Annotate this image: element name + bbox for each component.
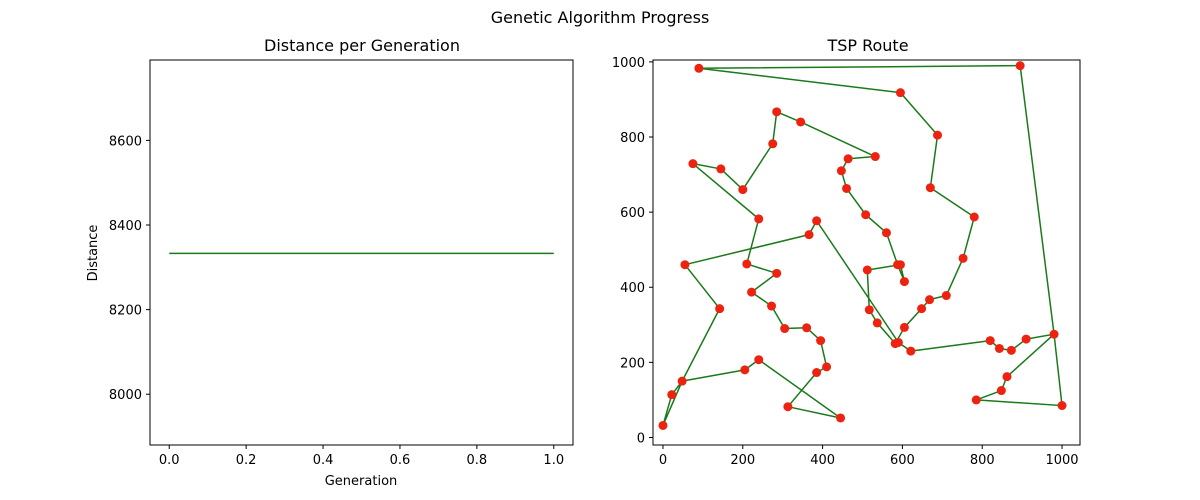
tsp-city-point xyxy=(688,159,698,169)
tsp-city-point xyxy=(715,304,725,314)
tsp-city-point xyxy=(796,117,806,127)
distance-x-tick-label: 0.2 xyxy=(236,453,257,468)
distance-x-tick-label: 0.0 xyxy=(159,453,180,468)
tsp-city-point xyxy=(716,164,726,174)
tsp-x-tick-label: 1000 xyxy=(1045,453,1078,468)
tsp-x-tick-label: 800 xyxy=(970,453,995,468)
tsp-y-ticks: 0 200 400 600 800 1000 xyxy=(612,56,653,446)
distance-y-tick-label: 8400 xyxy=(109,219,142,234)
tsp-city-point xyxy=(895,88,905,98)
tsp-y-tick-label: 800 xyxy=(620,131,645,146)
tsp-city-point xyxy=(899,322,909,332)
tsp-city-point xyxy=(742,259,752,269)
distance-y-ticks: 8000 8200 8400 8600 xyxy=(109,134,150,403)
tsp-city-point xyxy=(1006,345,1016,355)
tsp-route-chart: TSP Route 0 200 400 600 800 1000 0 200 400 600 80… xyxy=(612,36,1081,468)
tsp-x-tick-label: 0 xyxy=(659,453,667,468)
tsp-y-tick-label: 0 xyxy=(637,431,645,446)
tsp-y-tick-label: 1000 xyxy=(612,56,645,71)
tsp-city-point xyxy=(1002,372,1012,382)
tsp-city-point xyxy=(958,253,968,263)
tsp-city-point xyxy=(816,336,826,346)
tsp-y-tick-label: 400 xyxy=(620,281,645,296)
distance-chart: Distance per Generation 0.0 0.2 0.4 0.6 0.8 1… xyxy=(86,36,574,489)
tsp-city-point xyxy=(941,291,951,301)
tsp-x-tick-label: 200 xyxy=(730,453,755,468)
tsp-city-point xyxy=(694,63,704,73)
distance-x-tick-label: 0.6 xyxy=(390,453,411,468)
tsp-city-point xyxy=(996,386,1006,396)
distance-y-tick-label: 8600 xyxy=(109,134,142,149)
tsp-city-point xyxy=(969,212,979,222)
distance-y-tick-label: 8000 xyxy=(109,388,142,403)
tsp-city-point xyxy=(680,260,690,270)
distance-y-tick-label: 8200 xyxy=(109,304,142,319)
distance-x-ticks: 0.0 0.2 0.4 0.6 0.8 1.0 xyxy=(159,445,564,468)
tsp-city-point xyxy=(843,154,853,164)
distance-x-tick-label: 1.0 xyxy=(543,453,564,468)
tsp-city-point xyxy=(740,365,750,375)
tsp-city-point xyxy=(925,295,935,305)
tsp-city-point xyxy=(738,185,748,195)
tsp-y-tick-label: 600 xyxy=(620,206,645,221)
tsp-city-point xyxy=(802,323,812,333)
tsp-city-point xyxy=(933,130,943,140)
tsp-city-point xyxy=(780,324,790,334)
tsp-city-point xyxy=(783,402,793,412)
tsp-city-point xyxy=(861,210,871,220)
tsp-city-point xyxy=(870,152,880,162)
tsp-city-point xyxy=(842,183,852,193)
tsp-city-point xyxy=(971,395,981,405)
distance-chart-frame xyxy=(149,59,574,446)
tsp-city-point xyxy=(667,390,677,400)
tsp-city-point xyxy=(1049,329,1059,339)
distance-chart-title: Distance per Generation xyxy=(264,36,460,55)
tsp-city-point xyxy=(822,362,832,372)
tsp-city-point xyxy=(925,183,935,193)
tsp-x-tick-label: 400 xyxy=(810,453,835,468)
tsp-city-point xyxy=(881,228,891,238)
tsp-city-point xyxy=(677,376,687,386)
tsp-city-point xyxy=(754,214,764,224)
tsp-city-point xyxy=(812,216,822,226)
tsp-city-point xyxy=(836,413,846,423)
distance-x-tick-label: 0.8 xyxy=(467,453,488,468)
tsp-city-point xyxy=(1021,334,1031,344)
tsp-route-layer xyxy=(658,61,1067,430)
tsp-city-point xyxy=(747,287,757,297)
tsp-city-point xyxy=(836,166,846,176)
tsp-city-point xyxy=(658,420,668,430)
tsp-route-chart-title: TSP Route xyxy=(826,36,908,55)
tsp-city-point xyxy=(890,339,900,349)
tsp-city-point xyxy=(1015,61,1025,71)
tsp-city-point xyxy=(994,343,1004,353)
distance-x-tick-label: 0.4 xyxy=(313,453,334,468)
tsp-city-point xyxy=(812,368,822,378)
tsp-city-point xyxy=(899,277,909,287)
tsp-city-point xyxy=(985,336,995,346)
figure-title: Genetic Algorithm Progress xyxy=(491,8,710,27)
tsp-y-tick-label: 200 xyxy=(620,356,645,371)
tsp-city-point xyxy=(872,318,882,328)
tsp-city-point xyxy=(862,265,872,275)
tsp-x-ticks: 0 200 400 600 800 1000 xyxy=(659,445,1079,468)
tsp-city-point xyxy=(893,260,903,270)
tsp-city-point xyxy=(864,305,874,315)
distance-x-axis-label: Generation xyxy=(325,474,398,489)
tsp-route-chart-frame xyxy=(652,59,1081,446)
tsp-city-point xyxy=(917,304,927,314)
tsp-city-point xyxy=(754,355,764,365)
tsp-x-tick-label: 600 xyxy=(890,453,915,468)
tsp-city-point xyxy=(1057,401,1067,411)
tsp-city-point xyxy=(772,107,782,117)
distance-y-axis-label: Distance xyxy=(86,225,101,282)
tsp-city-point xyxy=(772,268,782,278)
tsp-city-point xyxy=(768,139,778,149)
tsp-city-point xyxy=(767,301,777,311)
tsp-city-point xyxy=(804,230,814,240)
tsp-city-point xyxy=(906,346,916,356)
